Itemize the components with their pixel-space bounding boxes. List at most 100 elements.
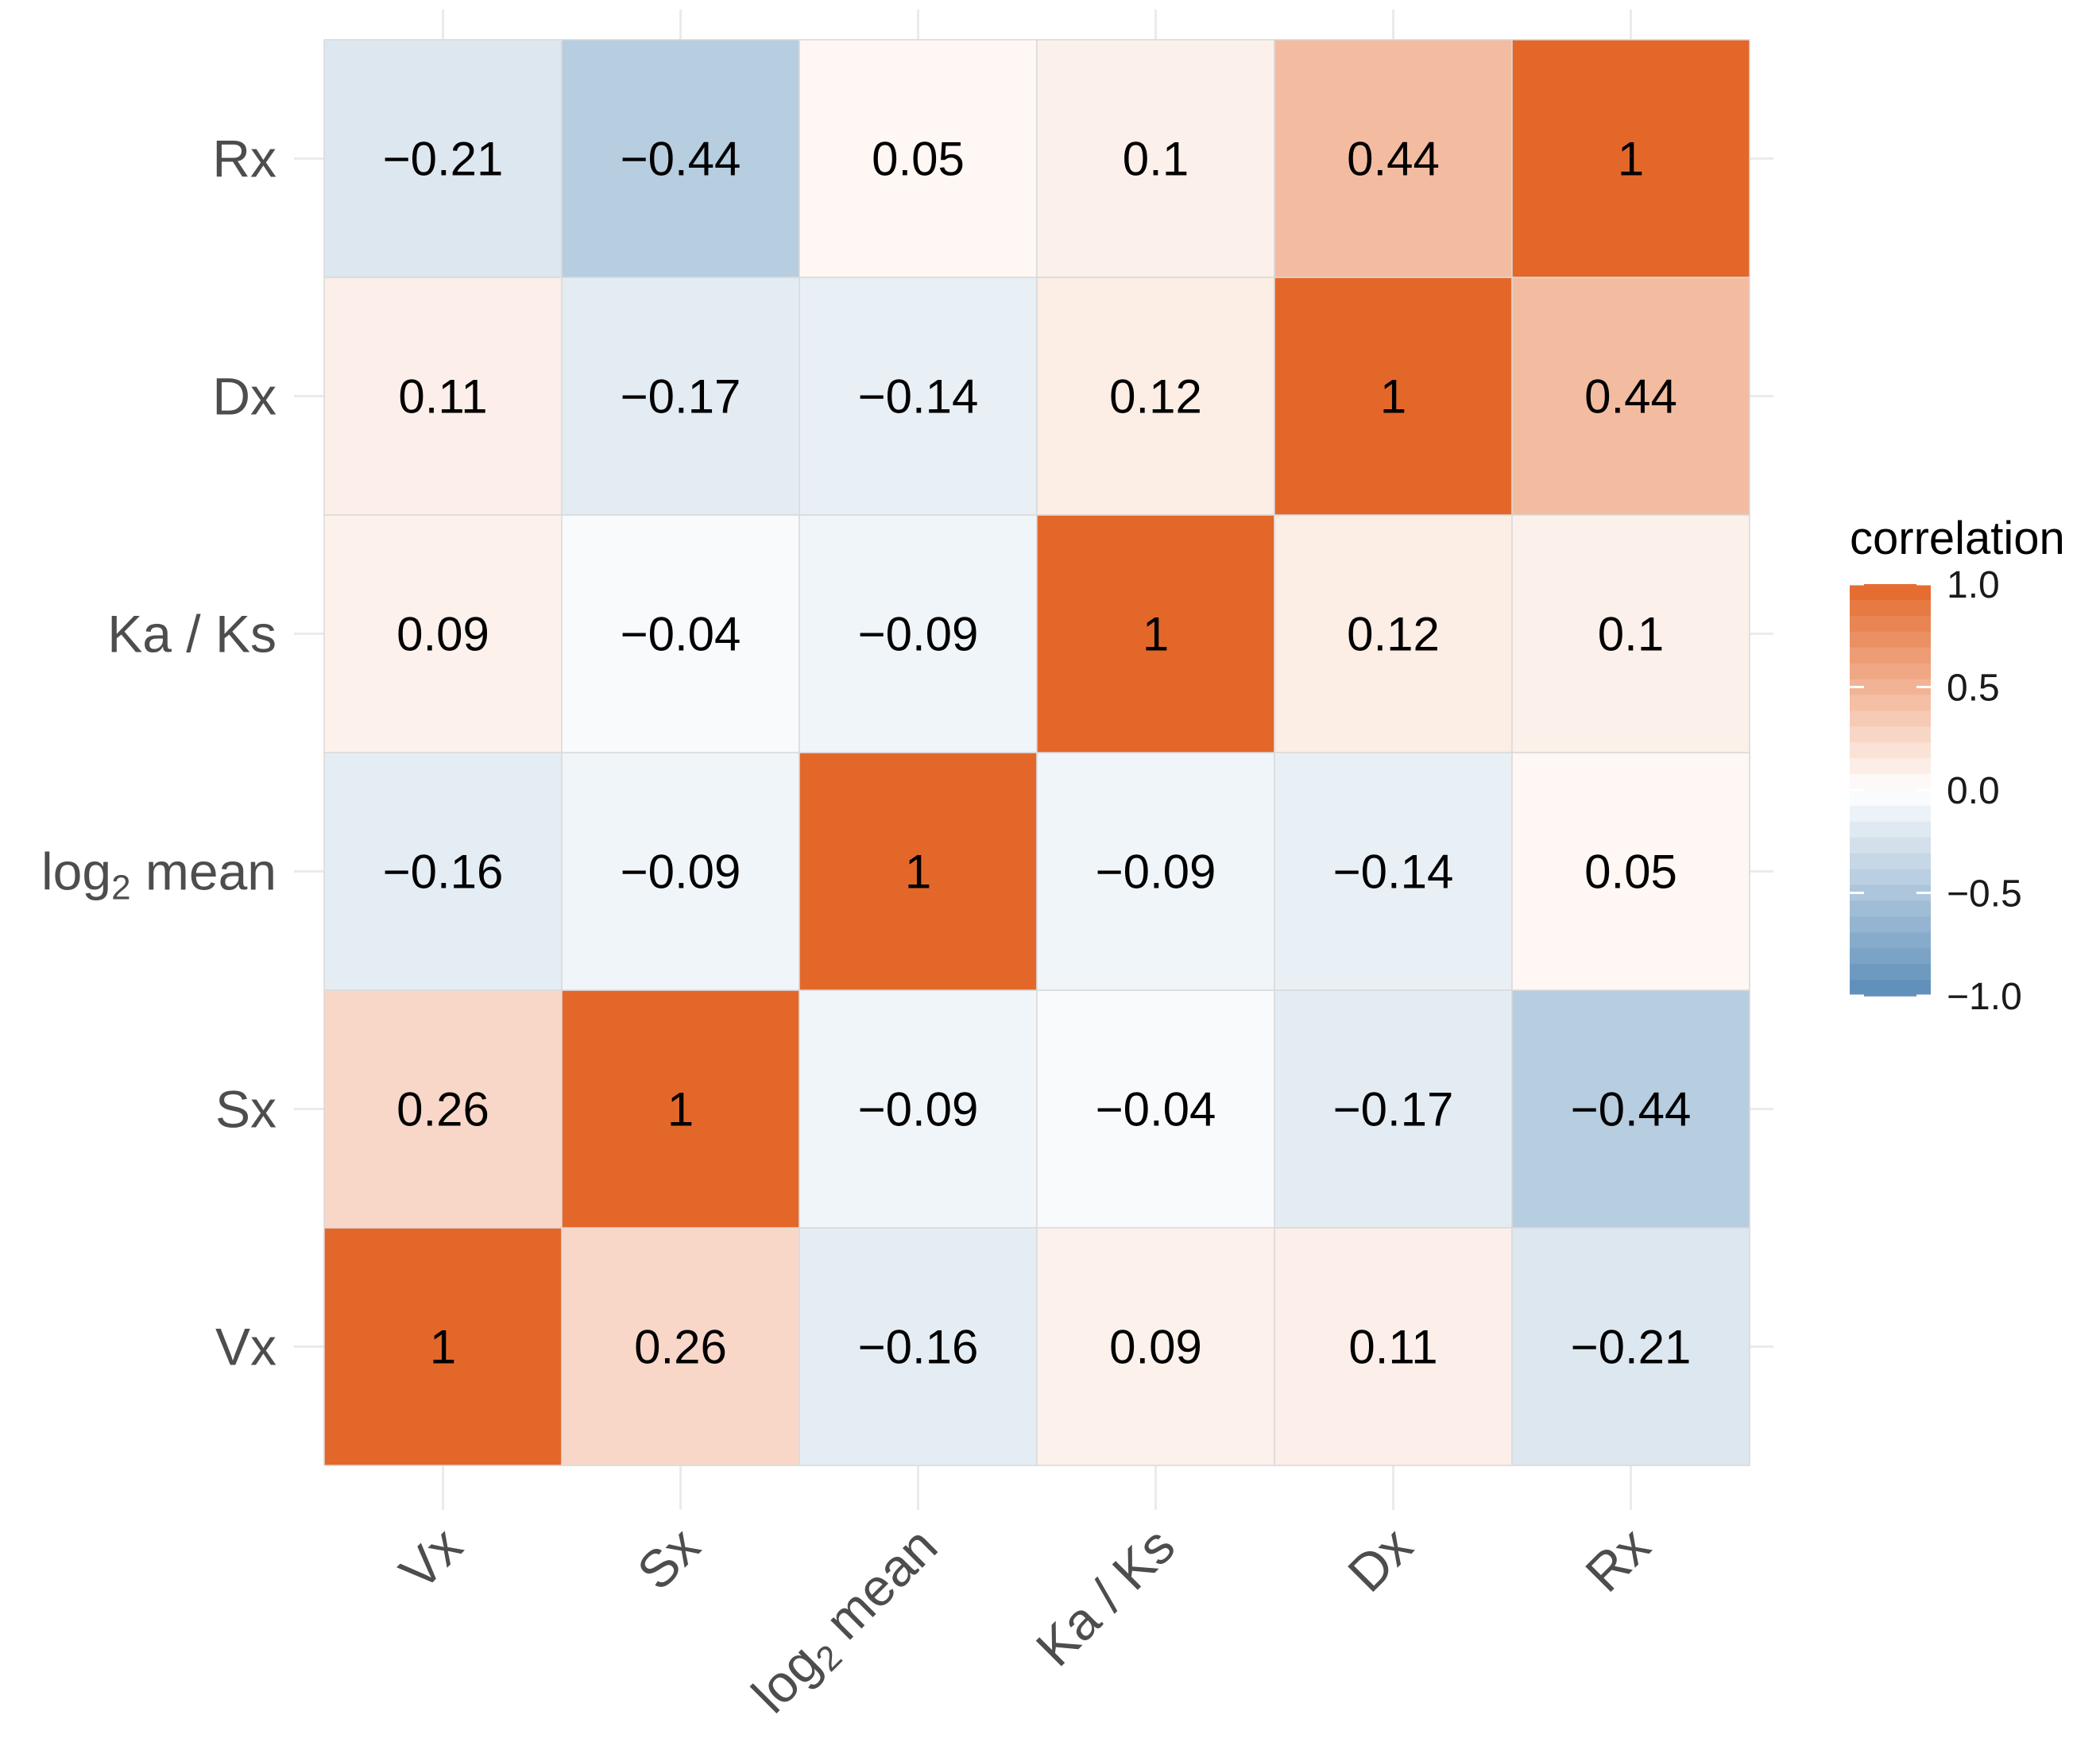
heatmap-cell xyxy=(1274,277,1513,516)
colorbar-segment xyxy=(1850,900,1931,918)
heatmap-cell xyxy=(1511,514,1750,753)
x-tick-label: Sx xyxy=(626,1516,711,1601)
legend-tick-label: −0.5 xyxy=(1947,873,2022,915)
colorbar-segment xyxy=(1850,869,1931,886)
cell-value-label: −0.14 xyxy=(1333,846,1454,899)
colorbar-segment xyxy=(1850,884,1931,902)
cell-value-label: −0.04 xyxy=(1096,1083,1216,1136)
cell-value-label: 0.44 xyxy=(1584,370,1677,424)
colorbar-segment xyxy=(1850,710,1931,728)
colorbar-segment xyxy=(1850,821,1931,838)
colorbar-segment xyxy=(1850,599,1931,617)
cell-value-label: −0.09 xyxy=(1096,846,1216,899)
heatmap-cell xyxy=(1511,989,1750,1229)
cell-value-label: 0.09 xyxy=(396,608,489,661)
cell-value-label: 0.1 xyxy=(1123,133,1189,186)
colorbar-segment xyxy=(1850,726,1931,744)
heatmap-cell xyxy=(799,752,1038,991)
cell-value-label: −0.04 xyxy=(621,608,741,661)
heatmap-cell xyxy=(323,989,563,1229)
y-tick-label: Sx xyxy=(215,1080,277,1139)
colorbar-segment xyxy=(1850,805,1931,823)
colorbar-segment xyxy=(1850,964,1931,981)
heatmap-cells xyxy=(323,39,1750,1466)
colorbar-segment xyxy=(1850,916,1931,934)
cell-value-label: 0.12 xyxy=(1109,370,1202,424)
cell-value-label: 1 xyxy=(667,1083,694,1136)
colorbar-segment xyxy=(1850,631,1931,648)
colorbar-segment xyxy=(1850,584,1931,601)
y-tick-label: Ka / Ks xyxy=(107,605,277,664)
heatmap-cell xyxy=(1274,39,1513,278)
colorbar-segment xyxy=(1850,758,1931,775)
y-tick-label: Vx xyxy=(215,1318,277,1376)
heatmap-cell xyxy=(1036,989,1275,1229)
colorbar-segment xyxy=(1850,837,1931,854)
cell-value-label: −0.21 xyxy=(383,133,504,186)
cell-value-label: 1 xyxy=(430,1321,456,1374)
x-axis-tick-labels: Vx Sx log2 mean Ka / Ks Dx Rx xyxy=(389,1516,1661,1728)
cell-value-label: −0.16 xyxy=(383,846,504,899)
legend-title: correlation xyxy=(1850,513,2065,564)
heatmap-cell xyxy=(1274,1227,1513,1466)
colorbar-segment xyxy=(1850,695,1931,712)
x-tick-label: log2 mean xyxy=(741,1516,953,1728)
cell-value-label: −0.14 xyxy=(858,370,979,424)
cell-value-label: −0.17 xyxy=(621,370,741,424)
cell-value-label: 0.11 xyxy=(398,370,487,424)
legend-tick-label: 0.0 xyxy=(1947,770,2000,812)
cell-value-label: 0.44 xyxy=(1347,133,1440,186)
heatmap-cell xyxy=(1274,989,1513,1229)
cell-value-label: −0.09 xyxy=(621,846,741,899)
colorbar-segment xyxy=(1850,774,1931,791)
heatmap-cell xyxy=(561,1227,800,1466)
cell-value-label: 0.1 xyxy=(1598,608,1664,661)
colorbar-segment xyxy=(1850,948,1931,965)
heatmap-cell xyxy=(1274,752,1513,991)
heatmap-cell xyxy=(323,39,563,278)
x-tick-label: Ka / Ks xyxy=(1025,1516,1186,1678)
heatmap-cell xyxy=(1036,752,1275,991)
x-tick-label: Rx xyxy=(1574,1516,1661,1603)
heatmap-cell xyxy=(1511,277,1750,516)
heatmap-cell xyxy=(799,514,1038,753)
heatmap-cell xyxy=(323,1227,563,1466)
heatmap-cell xyxy=(1511,39,1750,278)
cell-value-label: 0.05 xyxy=(1584,846,1677,899)
legend-tick-labels: 1.0 0.5 0.0 −0.5 −1.0 xyxy=(1947,564,2022,1018)
cell-value-label: 1 xyxy=(1618,133,1644,186)
heatmap-cell xyxy=(1511,1227,1750,1466)
cell-value-label: −0.09 xyxy=(858,1083,979,1136)
heatmap-cell xyxy=(561,277,800,516)
heatmap-cell xyxy=(1274,514,1513,753)
heatmap-cell xyxy=(561,39,800,278)
heatmap-cell xyxy=(561,752,800,991)
x-tick-label: Vx xyxy=(389,1516,474,1601)
cell-value-label: −0.09 xyxy=(858,608,979,661)
colorbar-segment xyxy=(1850,790,1931,807)
legend-colorbar xyxy=(1850,583,1931,997)
y-tick-label: Rx xyxy=(212,130,277,188)
cell-value-label: −0.16 xyxy=(858,1321,979,1374)
legend-tick-label: 1.0 xyxy=(1947,564,2000,606)
heatmap-cell xyxy=(561,989,800,1229)
heatmap-cell xyxy=(323,752,563,991)
colorbar-segment xyxy=(1850,663,1931,680)
heatmap-cell xyxy=(799,277,1038,516)
cell-value-label: −0.44 xyxy=(1571,1083,1692,1136)
cell-value-label: 0.26 xyxy=(634,1321,727,1374)
heatmap-cell xyxy=(1511,752,1750,991)
cell-value-label: −0.44 xyxy=(621,133,741,186)
cell-value-label: 1 xyxy=(1380,370,1406,424)
y-tick-label: Dx xyxy=(212,367,277,426)
y-tick-label: log2 mean xyxy=(41,842,277,908)
cell-value-label: 0.26 xyxy=(396,1083,489,1136)
legend-tick-label: 0.5 xyxy=(1947,668,2000,710)
cell-value-label: 0.11 xyxy=(1348,1321,1437,1374)
y-axis-tick-labels: Vx Sx log2 mean Ka / Ks Dx Rx xyxy=(41,130,277,1376)
cell-value-label: 1 xyxy=(1143,608,1169,661)
heatmap-cell xyxy=(323,514,563,753)
colorbar-segment xyxy=(1850,615,1931,633)
colorbar-segment xyxy=(1850,980,1931,997)
